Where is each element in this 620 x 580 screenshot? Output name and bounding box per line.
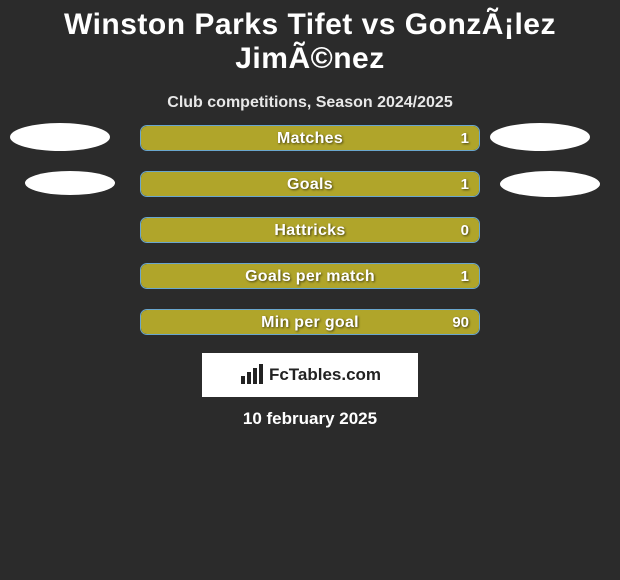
right-ellipse	[500, 171, 600, 197]
comparison-card: Winston Parks Tifet vs GonzÃ¡lez JimÃ©ne…	[0, 0, 620, 580]
stat-value: 1	[461, 172, 469, 197]
stat-bar: Goals per match1	[140, 263, 480, 289]
stat-value: 0	[461, 218, 469, 243]
stat-row: Min per goal90	[0, 309, 620, 335]
stat-label: Hattricks	[141, 218, 479, 243]
stat-value: 1	[461, 264, 469, 289]
left-ellipse	[10, 123, 110, 151]
logo-box: FcTables.com	[202, 353, 418, 397]
stat-label: Goals	[141, 172, 479, 197]
stats-area: Matches1Goals1Hattricks0Goals per match1…	[0, 125, 620, 355]
logo: FcTables.com	[239, 364, 381, 386]
stat-label: Min per goal	[141, 310, 479, 335]
stat-bar: Matches1	[140, 125, 480, 151]
right-ellipse	[490, 123, 590, 151]
stat-value: 1	[461, 126, 469, 151]
stat-row: Hattricks0	[0, 217, 620, 243]
left-ellipse	[25, 171, 115, 195]
stat-value: 90	[452, 310, 469, 335]
stat-row: Goals per match1	[0, 263, 620, 289]
stat-bar: Min per goal90	[140, 309, 480, 335]
subtitle: Club competitions, Season 2024/2025	[0, 94, 620, 112]
date-label: 10 february 2025	[0, 409, 620, 429]
stat-label: Goals per match	[141, 264, 479, 289]
stat-label: Matches	[141, 126, 479, 151]
page-title: Winston Parks Tifet vs GonzÃ¡lez JimÃ©ne…	[0, 0, 620, 76]
stat-row: Goals1	[0, 171, 620, 197]
logo-text: FcTables.com	[269, 365, 381, 385]
stat-bar: Goals1	[140, 171, 480, 197]
stat-row: Matches1	[0, 125, 620, 151]
bars-icon	[239, 364, 265, 386]
stat-bar: Hattricks0	[140, 217, 480, 243]
